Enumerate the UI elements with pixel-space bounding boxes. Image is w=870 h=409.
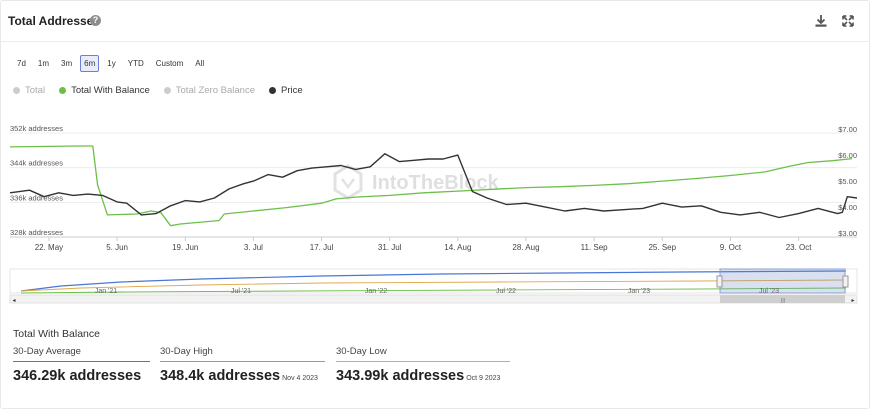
legend-label: Price [280, 85, 303, 96]
legend-item[interactable]: Price [268, 85, 303, 96]
download-icon[interactable] [814, 14, 828, 28]
navigator-tick-label: Jul '22 [496, 288, 516, 295]
legend-dot-icon [268, 87, 276, 94]
legend-item[interactable]: Total [13, 85, 45, 96]
navigator-series [20, 270, 847, 292]
stat-value: 346.29k addresses [13, 368, 142, 384]
left-axis-label: 336k addresses [10, 193, 63, 202]
right-axis-label: $4.00 [838, 203, 857, 212]
watermark: IntoTheBlock [333, 164, 500, 200]
stat-value: 343.99k addresses [336, 368, 465, 384]
stats-title: Total With Balance [13, 328, 100, 340]
range-button[interactable]: 6m [80, 55, 100, 72]
range-button[interactable]: 3m [57, 55, 77, 72]
x-tick-label: 9. Oct [720, 243, 742, 252]
x-tick-label: 5. Jun [106, 243, 128, 252]
right-axis-label: $6.00 [838, 151, 857, 160]
card-header: Total Addresses ? [1, 1, 869, 42]
stat-underline [13, 361, 150, 362]
navigator-selected-range [719, 268, 846, 294]
scrollbar-grip-icon: ||| [781, 298, 785, 304]
navigator-series [20, 287, 847, 294]
legend-label: Total [25, 85, 46, 96]
chart-svg: 352k addresses 344k addresses 336k address… [9, 124, 858, 304]
navigator-tick-label: Jan '22 [365, 288, 387, 295]
card-title: Total Addresses [8, 14, 101, 28]
stat-underline [336, 361, 510, 362]
scroll-left-arrow-icon[interactable]: ◂ [12, 298, 15, 304]
x-tick-label: 19. Jun [172, 243, 198, 252]
stat-date: Oct 9 2023 [466, 375, 501, 382]
watermark-logo-icon [333, 164, 363, 200]
x-tick-label: 28. Aug [512, 243, 539, 252]
chart-legend: Total Total With Balance Total Zero Balanc… [13, 85, 303, 96]
navigator-tick-label: Jan '23 [628, 288, 650, 295]
watermark-text: IntoTheBlock [372, 172, 500, 194]
legend-item[interactable]: Total Zero Balance [163, 85, 255, 96]
stat-30day-average: 30-Day Average 346.29k addresses [13, 346, 150, 384]
x-tick-label: 14. Aug [444, 243, 471, 252]
range-button[interactable]: All [191, 55, 209, 72]
range-button[interactable]: 1y [103, 55, 120, 72]
x-tick-label: 31. Jul [378, 243, 402, 252]
x-tick-label: 25. Sep [648, 243, 676, 252]
scroll-right-arrow-icon[interactable]: ▸ [851, 298, 854, 304]
legend-label: Total Zero Balance [175, 85, 255, 96]
navigator-tick-label: Jul '23 [759, 288, 779, 295]
x-tick-label: 17. Jul [310, 243, 334, 252]
stat-label: 30-Day Low [336, 346, 387, 357]
stat-30day-low: 30-Day Low 343.99k addresses Oct 9 2023 [336, 346, 510, 384]
left-axis-label: 352k addresses [10, 124, 63, 133]
legend-label: Total With Balance [71, 85, 150, 96]
watermark-logo-icon [341, 178, 355, 190]
navigator-handle-right [842, 275, 849, 288]
legend-item[interactable]: Total With Balance [59, 85, 150, 96]
navigator-tick-label: Jul '21 [231, 288, 251, 295]
legend-dot-icon [13, 87, 20, 94]
legend-dot-icon [163, 87, 171, 94]
range-button[interactable]: Custom [151, 55, 188, 72]
right-axis-label: $5.00 [838, 177, 857, 186]
x-tick-label: 11. Sep [581, 243, 609, 252]
left-axis-label: 344k addresses [10, 159, 63, 168]
right-axis-label: $7.00 [838, 125, 857, 134]
stat-label: 30-Day Average [13, 346, 81, 357]
series-line-total-with-balance [9, 145, 853, 227]
stat-value: 348.4k addresses [160, 368, 281, 384]
range-button[interactable]: YTD [123, 55, 148, 72]
x-tick-label: 23. Oct [786, 243, 813, 252]
fullscreen-icon[interactable] [841, 14, 855, 28]
range-button[interactable]: 7d [13, 55, 30, 72]
x-tick-label: 3. Jul [244, 243, 263, 252]
stat-30day-high: 30-Day High 348.4k addresses Nov 4 2023 [160, 346, 325, 384]
stat-label: 30-Day High [160, 346, 213, 357]
legend-dot-icon [59, 87, 67, 94]
scrollbar-thumb[interactable] [720, 295, 845, 303]
x-tick-label: 22. May [35, 243, 63, 252]
stat-date: Nov 4 2023 [282, 375, 318, 382]
left-axis-label: 328k addresses [10, 228, 63, 237]
range-button[interactable]: 1m [33, 55, 54, 72]
range-selector: 7d 1m 3m 6m 1y YTD Custom All [13, 55, 209, 72]
right-axis-label: $3.00 [838, 229, 857, 238]
stat-underline [160, 361, 325, 362]
series-line-price [9, 153, 858, 219]
help-icon[interactable]: ? [90, 15, 101, 26]
navigator-series [20, 279, 847, 292]
navigator-tick-label: Jan '21 [95, 288, 117, 295]
scrollbar-track [9, 294, 858, 304]
navigator-handle-left [716, 275, 723, 288]
